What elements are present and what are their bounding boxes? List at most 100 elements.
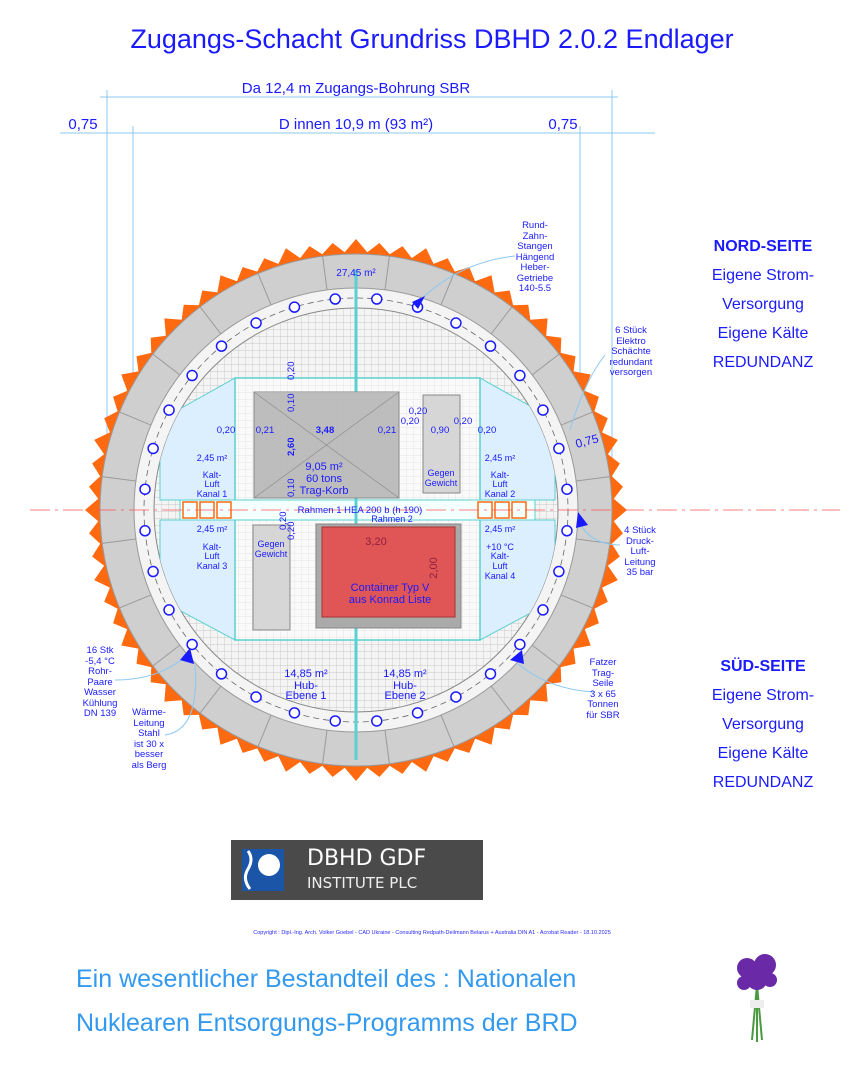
svg-text:0,20: 0,20 <box>217 425 236 436</box>
container-height: 2,00 <box>428 557 440 578</box>
pipe-marker <box>411 707 424 719</box>
page-title: Zugangs-Schacht Grundriss DBHD 2.0.2 End… <box>130 24 734 54</box>
pipe-marker <box>186 638 198 651</box>
segment-joint <box>490 306 513 335</box>
north-side-panel: NORD-SEITE Eigene Strom- Versorgung Eigene… <box>711 238 815 371</box>
svg-text:Luft: Luft <box>204 479 220 489</box>
south-side-panel: SÜD-SEITE Eigene Strom- Versorgung Eigene … <box>711 658 815 791</box>
pipe-marker <box>329 293 341 305</box>
svg-text:9,05 m²: 9,05 m² <box>305 461 343 473</box>
svg-text:3,48: 3,48 <box>316 425 335 436</box>
svg-text:Kanal 3: Kanal 3 <box>197 561 228 571</box>
svg-text:14,85 m²: 14,85 m² <box>383 668 427 680</box>
pipe-marker <box>553 565 565 578</box>
svg-text:Gegen: Gegen <box>427 468 454 478</box>
segment-joint <box>119 594 152 609</box>
svg-text:Hub-: Hub- <box>294 680 318 692</box>
logo-mark-icon <box>242 849 284 891</box>
svg-text:2,45 m²: 2,45 m² <box>485 453 516 463</box>
inner-diameter-label: D innen 10,9 m (93 m²) <box>279 116 433 133</box>
pipe-marker <box>514 369 526 382</box>
footer-line-2: Nuklearen Entsorgungs-Programms der BRD <box>76 1009 578 1037</box>
pipe-marker <box>537 404 549 416</box>
counterweight-north <box>422 394 461 494</box>
svg-text:2,60: 2,60 <box>286 438 297 457</box>
container-width: 3,20 <box>365 536 386 548</box>
svg-text:0,20: 0,20 <box>278 512 289 531</box>
segment-joint <box>490 685 513 714</box>
svg-text:Ebene 1: Ebene 1 <box>286 690 327 702</box>
pipe-marker <box>371 715 383 727</box>
pipe-marker <box>537 604 549 616</box>
pipe-marker <box>215 340 228 352</box>
segment-joint <box>102 476 136 482</box>
svg-text:Kalt-: Kalt- <box>491 470 510 480</box>
frame1-label: Rahmen 1 HEA 200 b (h 190) <box>298 505 423 516</box>
pipe-marker <box>186 369 198 382</box>
svg-text:aus Konrad Liste: aus Konrad Liste <box>349 594 432 606</box>
segment-joint <box>560 411 593 426</box>
segment-joint <box>531 353 560 376</box>
outer-diameter-label: Da 12,4 m Zugangs-Bohrung SBR <box>242 80 471 97</box>
segment-joint <box>440 273 455 306</box>
svg-text:0,21: 0,21 <box>256 425 275 436</box>
segment-joint <box>102 538 136 544</box>
segment-joint <box>531 644 560 667</box>
svg-text:Kalt-: Kalt- <box>203 470 222 480</box>
north-area: 27,45 m² <box>336 268 376 279</box>
pipe-marker <box>250 317 262 329</box>
left-wall-label: 0,75 <box>68 116 97 133</box>
pipe-marker <box>163 604 175 616</box>
segment-joint <box>440 714 455 747</box>
svg-text:0,20: 0,20 <box>478 425 497 436</box>
air-annotation: 4 Stück Druck- Luft- Leitung 35 bar <box>624 525 656 578</box>
segment-joint <box>119 411 152 426</box>
segment-joint <box>384 730 390 764</box>
svg-text:0,21: 0,21 <box>378 425 397 436</box>
svg-text:14,85 m²: 14,85 m² <box>284 668 328 680</box>
svg-text:+10 °C: +10 °C <box>486 542 514 552</box>
pipe-marker <box>484 668 497 680</box>
segment-joint <box>152 353 181 376</box>
frame2-label: Rahmen 2 <box>371 514 413 524</box>
pipe-marker <box>215 668 228 680</box>
svg-text:Kalt-: Kalt- <box>491 551 510 561</box>
pipe-marker <box>147 442 159 455</box>
counterweight-south <box>252 524 291 631</box>
flower-bouquet-icon <box>737 954 777 1042</box>
svg-text:Luft: Luft <box>492 479 508 489</box>
segment-joint <box>152 644 181 667</box>
heat-annotation: Wärme- Leitung Stahl ist 30 x besser als Berg <box>131 707 167 771</box>
svg-text:2,45 m²: 2,45 m² <box>197 524 228 534</box>
ring-segments <box>102 256 610 764</box>
footer-line-1: Ein wesentlicher Bestandteil des : Natio… <box>76 965 577 993</box>
segment-joint <box>322 730 328 764</box>
svg-text:Gewicht: Gewicht <box>255 549 288 559</box>
svg-text:0,20: 0,20 <box>409 406 428 417</box>
copyright: Copyright : Dipl.-Ing. Arch. Volker Goeb… <box>253 930 611 936</box>
svg-text:0,90: 0,90 <box>431 425 450 436</box>
svg-text:0,10: 0,10 <box>286 394 297 413</box>
svg-text:0,20: 0,20 <box>286 362 297 381</box>
svg-text:0,20: 0,20 <box>454 416 473 427</box>
svg-text:0,20: 0,20 <box>401 416 420 427</box>
pipe-marker <box>450 691 462 703</box>
segment-joint <box>199 306 222 335</box>
institute-logo: DBHD GDF INSTITUTE PLC <box>231 840 483 900</box>
svg-text:Gewicht: Gewicht <box>425 478 458 488</box>
segment-joint <box>322 256 328 290</box>
segment-joint <box>576 476 610 482</box>
electro-annotation: 6 Stück Elektro Schächte redundant versorgen <box>609 325 653 378</box>
svg-text:Kanal 4: Kanal 4 <box>485 571 516 581</box>
pipe-marker <box>329 715 341 727</box>
pipe-marker <box>139 483 151 495</box>
svg-text:Kanal 2: Kanal 2 <box>485 489 516 499</box>
segment-joint <box>257 714 272 747</box>
pipe-marker <box>288 301 301 313</box>
pipe-marker <box>139 525 151 537</box>
rack-annotation: Rund- Zahn- Stangen Hängend Heber- Getriebe 14… <box>515 220 555 294</box>
svg-text:Luft: Luft <box>204 551 220 561</box>
svg-text:Container Typ V: Container Typ V <box>351 582 430 594</box>
